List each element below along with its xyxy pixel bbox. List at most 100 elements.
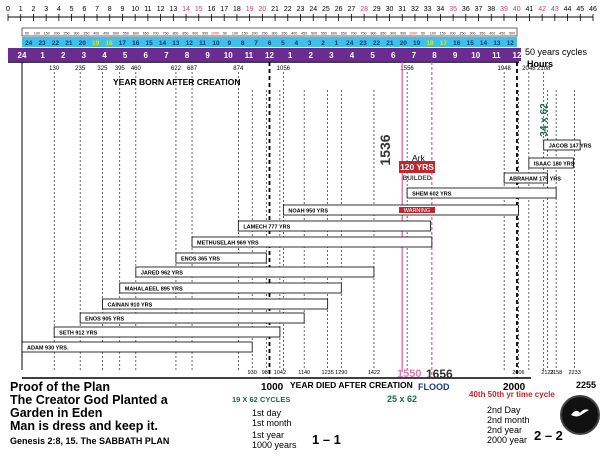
cycle-tick-label: 300 bbox=[469, 32, 475, 36]
cycle-tick-label: 50 bbox=[421, 32, 425, 36]
died-year-label: 1422 bbox=[368, 370, 380, 376]
cycle-tick-label: 250 bbox=[262, 32, 268, 36]
cycle-tick-label: 50 bbox=[25, 32, 29, 36]
cycle-tick-label: 750 bbox=[163, 32, 169, 36]
day-two-block: 2nd Day 2nd month 2nd year 2000 year bbox=[487, 405, 530, 445]
ruler-tick-label: 1 bbox=[19, 6, 23, 13]
cycle-tick-label: 700 bbox=[153, 32, 159, 36]
cycle-tick-label: 550 bbox=[321, 32, 327, 36]
hour-top-label: 17 bbox=[440, 40, 448, 47]
hour-top-label: 24 bbox=[346, 40, 354, 47]
died-year-label: 930 bbox=[248, 370, 257, 376]
flood-label: FLOOD bbox=[418, 382, 450, 392]
cycle-label: 50 years cycles bbox=[525, 47, 588, 57]
hour-top-label: 16 bbox=[453, 40, 461, 47]
hour-label: 7 bbox=[164, 51, 169, 60]
cycle-tick-label: 350 bbox=[281, 32, 287, 36]
lifespan-label: ENOS 905 YRS bbox=[85, 317, 124, 323]
ruler-tick-label: 26 bbox=[335, 6, 343, 13]
hour-top-label: 19 bbox=[413, 40, 421, 47]
lifespan-bar bbox=[119, 282, 342, 294]
axis-1000: 1000 bbox=[261, 382, 284, 393]
hour-label: 4 bbox=[102, 51, 107, 60]
label-1536: 1536 bbox=[377, 134, 393, 165]
cycle-tick-label: 550 bbox=[123, 32, 129, 36]
lifespan-bar bbox=[543, 139, 581, 151]
ruler-tick-label: 2 bbox=[31, 6, 35, 13]
day-two-line-2: 2nd month bbox=[487, 415, 530, 425]
cycle-tick-label: 450 bbox=[103, 32, 109, 36]
ruler-tick-label: 3 bbox=[44, 6, 48, 13]
died-year-label: 987 bbox=[262, 370, 271, 376]
cycle-tick-label: 150 bbox=[242, 32, 248, 36]
died-year-label: 1235 bbox=[322, 370, 334, 376]
hour-top-label: 14 bbox=[480, 40, 488, 47]
born-year-label: 460 bbox=[131, 66, 142, 72]
ruler-tick-label: 6 bbox=[82, 6, 86, 13]
cycle-tick-label: 450 bbox=[499, 32, 505, 36]
axis-2000: 2000 bbox=[503, 382, 526, 393]
cycle-tick-label: 400 bbox=[93, 32, 99, 36]
hour-top-label: 20 bbox=[400, 40, 408, 47]
ruler-tick-label: 44 bbox=[564, 6, 572, 13]
cycle-tick-label: 850 bbox=[380, 32, 386, 36]
cycle-tick-label: 200 bbox=[450, 32, 456, 36]
hour-label: 12 bbox=[513, 51, 522, 60]
cycles-25x62: 25 x 62 bbox=[387, 394, 417, 404]
ruler-tick-label: 23 bbox=[297, 6, 305, 13]
ark-label: Ark bbox=[412, 153, 426, 163]
hour-label: 5 bbox=[123, 51, 128, 60]
proof-line-4: Man is dress and keep it. bbox=[10, 419, 158, 433]
ark-box bbox=[399, 161, 435, 173]
day-one-block: 1st day 1st month 1st year 1000 years bbox=[252, 408, 297, 450]
hour-top-label: 17 bbox=[119, 40, 127, 47]
hour-top-label: 13 bbox=[493, 40, 501, 47]
cycle-tick-label: 150 bbox=[440, 32, 446, 36]
ruler-tick-label: 24 bbox=[309, 6, 317, 13]
died-year-label: 1290 bbox=[335, 370, 347, 376]
hours-band-purple bbox=[8, 48, 521, 61]
hour-top-label: 19 bbox=[92, 40, 100, 47]
hour-top-label: 5 bbox=[281, 40, 285, 47]
cycle-tick-label: 250 bbox=[460, 32, 466, 36]
born-heading: YEAR BORN AFTER CREATION bbox=[113, 77, 241, 87]
ruler-tick-label: 25 bbox=[322, 6, 330, 13]
hour-label: 24 bbox=[18, 51, 27, 60]
lifespan-bar bbox=[406, 187, 557, 199]
cycle-tick-label: 200 bbox=[252, 32, 258, 36]
cycle-tick-label: 250 bbox=[64, 32, 70, 36]
born-year-label: 687 bbox=[187, 66, 198, 72]
lifespan-label: ISAAC 180 YRS bbox=[534, 162, 575, 168]
ruler-tick-label: 13 bbox=[169, 6, 177, 13]
ruler-tick-label: 43 bbox=[551, 6, 559, 13]
day-one-line-1: 1st day bbox=[252, 408, 282, 418]
died-heading: YEAR DIED AFTER CREATION bbox=[290, 380, 413, 390]
ruler-tick-label: 22 bbox=[284, 6, 292, 13]
hour-label: 7 bbox=[412, 51, 417, 60]
hour-top-label: 15 bbox=[467, 40, 475, 47]
hour-top-label: 15 bbox=[145, 40, 153, 47]
cycle-tick-label: 800 bbox=[172, 32, 178, 36]
hour-top-label: 3 bbox=[308, 40, 312, 47]
hours-band-cyan bbox=[22, 37, 517, 47]
ruler-tick-label: 42 bbox=[538, 6, 546, 13]
ruler-tick-label: 17 bbox=[220, 6, 228, 13]
lifespan-label: ADAM 930 YRS. bbox=[27, 346, 69, 352]
axis-1656: 1656 bbox=[426, 367, 453, 381]
hour-label: 6 bbox=[144, 51, 149, 60]
cycle-tick-label: 100 bbox=[430, 32, 436, 36]
day-one-line-2: 1st month bbox=[252, 418, 292, 428]
hour-top-label: 13 bbox=[172, 40, 180, 47]
ruler-tick-label: 46 bbox=[589, 6, 597, 13]
builded-label: BUILDED bbox=[403, 175, 432, 182]
cycle-tick-label: 300 bbox=[73, 32, 79, 36]
hour-label: 1 bbox=[40, 51, 45, 60]
hour-label: 1 bbox=[288, 51, 293, 60]
cycle-tick-label: 850 bbox=[182, 32, 188, 36]
hour-label: 9 bbox=[205, 51, 210, 60]
hour-label: 11 bbox=[245, 51, 254, 60]
ruler-tick-label: 28 bbox=[360, 6, 368, 13]
hour-bands: 50 100 150 200 250 300 350 400 450 500 550 600 650 70… bbox=[8, 27, 522, 63]
born-year-label: 622 bbox=[171, 66, 182, 72]
